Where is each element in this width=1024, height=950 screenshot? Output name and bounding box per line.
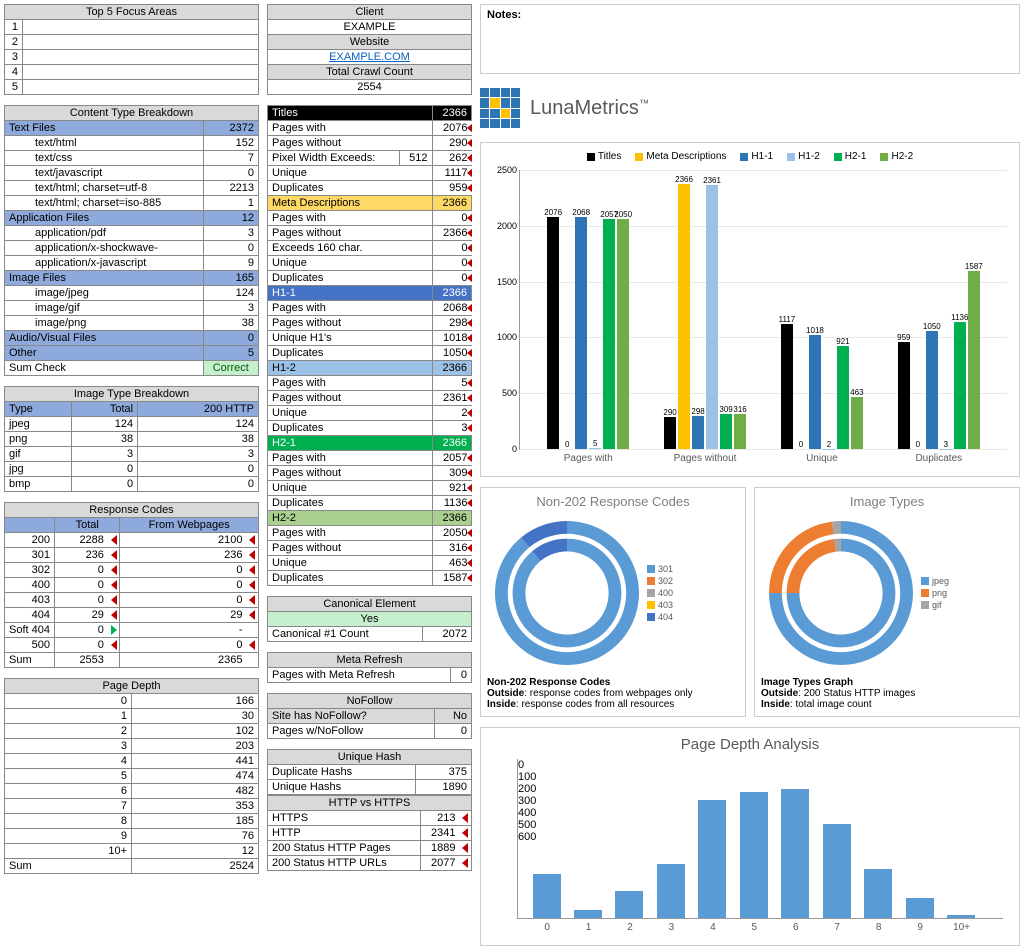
https-table: HTTP vs HTTPS HTTPS213HTTP2341200 Status…	[267, 795, 472, 871]
uniquehash-table: Unique Hash Duplicate Hashs375Unique Has…	[267, 749, 472, 795]
seo-table: Titles2366Pages with2076Pages without290…	[267, 105, 472, 586]
page-depth-table: Page Depth 01661302102320344415474648273…	[4, 678, 259, 874]
bar-chart: TitlesMeta DescriptionsH1-1H1-2H2-1H2-2 …	[480, 142, 1020, 477]
response-codes-table: Response Codes TotalFrom Webpages 200228…	[4, 502, 259, 668]
meta-refresh-table: Meta Refresh Pages with Meta Refresh0	[267, 652, 472, 683]
content-breakdown-table: Content Type Breakdown Text Files2372tex…	[4, 105, 259, 376]
nofollow-table: NoFollow Site has NoFollow?NoPages w/NoF…	[267, 693, 472, 739]
donut-response: Non-202 Response Codes 301302400403404 N…	[480, 487, 746, 717]
donut-images: Image Types jpegpnggif Image Types Graph…	[754, 487, 1020, 717]
brand-logo: LunaMetrics™	[480, 88, 1020, 128]
canonical-table: Canonical Element Yes Canonical #1 Count…	[267, 596, 472, 642]
depth-chart: Page Depth Analysis 01002003004005006000…	[480, 727, 1020, 946]
client-table: Client EXAMPLE Website EXAMPLE.COM Total…	[267, 4, 472, 95]
image-type-table: Image Type Breakdown TypeTotal200 HTTP j…	[4, 386, 259, 492]
notes-box[interactable]: Notes:	[480, 4, 1020, 74]
website-link[interactable]: EXAMPLE.COM	[329, 51, 410, 63]
focus-areas-table: Top 5 Focus Areas 12345	[4, 4, 259, 95]
